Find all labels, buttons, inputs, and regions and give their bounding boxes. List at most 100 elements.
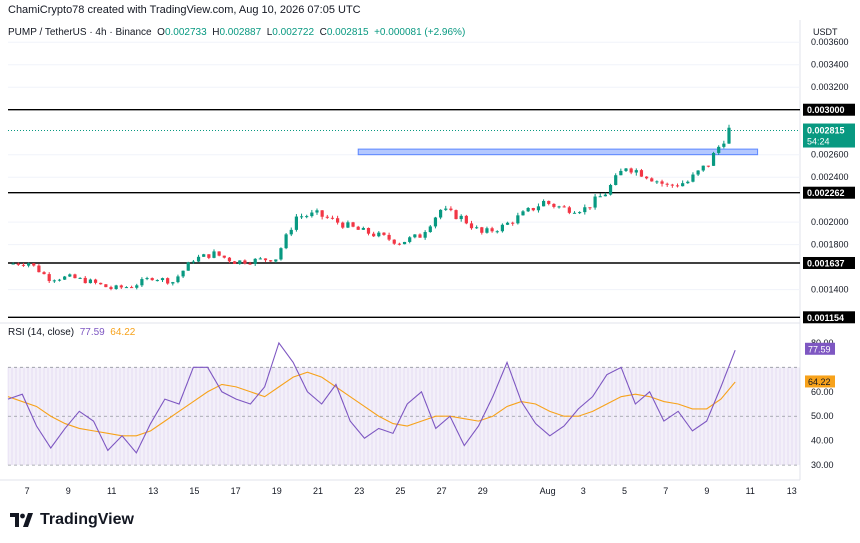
tradingview-logo[interactable]: TradingView	[10, 511, 134, 529]
candle-body	[99, 282, 103, 285]
candle-body	[27, 263, 31, 266]
candle-body	[475, 227, 479, 229]
candle-body	[196, 256, 201, 262]
candle-body	[243, 260, 247, 264]
time-tick-label: 29	[478, 486, 488, 496]
candle-body	[598, 196, 602, 198]
symbol-ohlc-legend[interactable]: PUMP / TetherUS · 4h · Binance O0.002733…	[8, 27, 465, 38]
candle-body	[63, 276, 67, 280]
candle-body	[171, 282, 175, 284]
candle-body	[608, 184, 613, 195]
candle-body	[269, 260, 273, 262]
candle-body	[207, 254, 211, 258]
candle-body	[114, 285, 118, 290]
candle-body	[186, 262, 190, 271]
candle-body	[505, 222, 510, 225]
candle-body	[160, 278, 165, 281]
level-label-bg	[803, 186, 855, 199]
time-tick-label: 5	[622, 486, 627, 496]
rsi-ma-legend-value: 64.22	[110, 327, 136, 338]
candle-body	[593, 196, 597, 208]
candle-body	[428, 226, 432, 233]
candle-body	[402, 241, 407, 245]
rsi-legend[interactable]: RSI (14, close) 77.59 64.22	[8, 327, 135, 338]
candle-body	[387, 234, 391, 240]
candle-body	[119, 285, 123, 288]
candle-body	[42, 272, 46, 275]
candle-body	[433, 217, 438, 227]
candle-body	[701, 165, 705, 171]
price-tick-label: 0.001800	[811, 240, 849, 250]
candle-body	[21, 264, 26, 266]
level-label-bg	[803, 103, 855, 116]
tradingview-logo-icon	[10, 513, 33, 527]
time-tick-label: 7	[25, 486, 30, 496]
candle-body	[233, 261, 237, 264]
price-axis[interactable]: 0.003600 0.003400 0.003200 0.002600 0.002400…	[803, 37, 855, 470]
candle-body	[361, 227, 365, 230]
candle-body	[217, 251, 221, 256]
time-tick-label: 19	[272, 486, 282, 496]
rsi-tick-label: 40.00	[811, 436, 834, 446]
candle-body	[68, 274, 72, 277]
candle-body	[423, 232, 427, 238]
candle-body	[320, 210, 324, 217]
level-label-bg	[803, 256, 855, 269]
high-value: 0.002887	[219, 27, 262, 38]
candle-body	[670, 184, 674, 186]
time-tick-label: 23	[354, 486, 364, 496]
candle-body	[572, 212, 577, 214]
candle-body	[624, 168, 628, 171]
supply-zone	[357, 148, 759, 156]
candle-body	[330, 217, 335, 219]
open-value: 0.002733	[164, 27, 207, 38]
horizontal-levels	[8, 109, 800, 319]
candle-body	[366, 227, 371, 234]
candle-body	[248, 263, 252, 265]
candle-body	[310, 212, 314, 217]
candle-body	[557, 206, 561, 208]
candle-body	[104, 284, 108, 288]
time-tick-label: 13	[148, 486, 158, 496]
candle-body	[315, 210, 319, 213]
symbol-name[interactable]: PUMP / TetherUS · 4h · Binance	[8, 27, 152, 38]
candle-body	[155, 280, 159, 282]
candle-body	[305, 216, 309, 218]
candle-body	[284, 234, 288, 249]
candle-body	[469, 223, 474, 229]
rsi-ma-line	[7, 371, 736, 437]
price-tick-label: 0.003600	[811, 37, 849, 47]
candle-body	[562, 206, 566, 208]
candle-body	[150, 278, 154, 281]
candle-body	[37, 265, 41, 273]
candle-body	[212, 251, 216, 258]
candle-body	[675, 185, 680, 187]
time-tick-label: 11	[107, 486, 116, 496]
candle-body	[222, 255, 226, 258]
low-label: L	[266, 27, 273, 38]
candle-body	[521, 211, 525, 216]
candle-body	[485, 228, 489, 233]
candle-body	[717, 146, 721, 153]
candle-body	[578, 212, 582, 214]
candle-body	[696, 170, 700, 175]
candle-body	[109, 287, 113, 290]
time-tick-label: 25	[395, 486, 405, 496]
rsi-legend-label[interactable]: RSI (14, close)	[8, 327, 75, 338]
close-value: 0.002815	[326, 27, 369, 38]
candle-body	[526, 207, 530, 212]
candle-body	[686, 181, 690, 184]
tradingview-brand: TradingView	[40, 511, 134, 528]
countdown-label: 54:24	[807, 137, 830, 147]
time-tick-label: 9	[704, 486, 709, 496]
candles	[11, 124, 731, 291]
candle-body	[258, 258, 262, 260]
level-label: 0.003000	[807, 105, 845, 115]
supply-zone-box	[357, 148, 759, 156]
candle-body	[459, 215, 463, 220]
candle-body	[166, 278, 170, 284]
rsi-line	[7, 341, 736, 454]
candle-body	[253, 258, 257, 264]
time-axis[interactable]: 7 9 11 13 15 17 19 21 23 25 27 29 Aug 3 5 7 9 11 13	[25, 486, 797, 496]
